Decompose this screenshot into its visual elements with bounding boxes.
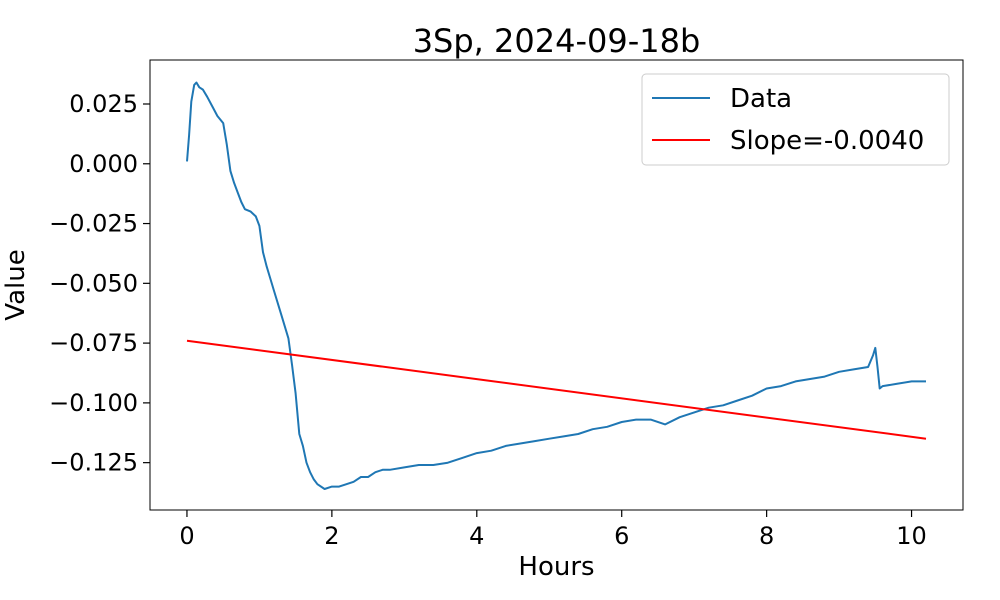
x-tick-label: 0 [179, 522, 194, 550]
x-tick-label: 2 [324, 522, 339, 550]
slope-fit-line [186, 339, 927, 440]
y-tick-label: 0.025 [69, 90, 138, 118]
x-tick-label: 10 [896, 522, 927, 550]
y-tick-label: −0.075 [49, 329, 138, 357]
x-tick-label: 4 [469, 522, 484, 550]
y-axis-label: Value [1, 249, 31, 320]
y-axis-ticks: 0.025 0.000 −0.025 −0.050 −0.075 −0.100 −0.125 [49, 90, 150, 477]
x-axis-label: Hours [518, 552, 594, 582]
legend-label-data: Data [730, 84, 792, 114]
chart-title: 3Sp, 2024-09-18b [413, 22, 701, 60]
y-tick-label: −0.025 [49, 210, 138, 238]
plot-area-frame [149, 59, 964, 511]
legend: Data Slope=-0.0040 [641, 73, 950, 166]
x-axis-ticks: 0 2 4 6 8 10 [179, 510, 927, 550]
y-tick-label: −0.125 [49, 449, 138, 477]
legend-box [641, 73, 950, 166]
y-tick-label: 0.000 [69, 150, 138, 178]
series-layer [186, 81, 927, 490]
legend-label-slope: Slope=-0.0040 [730, 126, 924, 156]
x-tick-label: 8 [759, 522, 774, 550]
y-tick-label: −0.100 [49, 389, 138, 417]
x-tick-label: 6 [614, 522, 629, 550]
data-series-line [186, 81, 926, 490]
y-tick-label: −0.050 [49, 269, 138, 297]
